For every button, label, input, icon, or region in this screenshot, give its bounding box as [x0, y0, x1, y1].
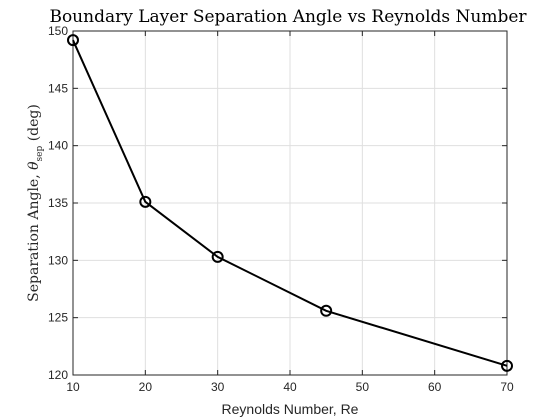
x-tick-label: 70 — [500, 380, 514, 394]
data-point — [67, 34, 79, 47]
y-tick-label: 130 — [48, 253, 68, 267]
y-axis-label: Separation Angle, θsep (deg) — [26, 104, 45, 302]
chart-title: Boundary Layer Separation Angle vs Reyno… — [49, 7, 527, 27]
y-tick-label: 120 — [48, 368, 68, 382]
data-point — [320, 304, 333, 317]
y-tick-label: 135 — [48, 196, 68, 210]
y-tick-label: 125 — [48, 311, 68, 325]
x-tick-label: 60 — [428, 380, 442, 394]
y-axis-label-symbol: θ — [26, 161, 42, 170]
data-point — [211, 250, 224, 263]
y-axis-label-subscript: sep — [35, 146, 45, 162]
x-tick-label: 10 — [66, 380, 80, 394]
ticks: 10 20 30 40 50 60 70 120 125 130 135 140 145 150 — [48, 24, 514, 394]
series — [67, 34, 513, 372]
y-axis-label-prefix: Separation Angle, — [26, 170, 42, 302]
y-tick-label: 140 — [48, 139, 68, 153]
x-axis-label: Reynolds Number, Re — [222, 401, 359, 417]
x-tick-label: 20 — [139, 380, 153, 394]
y-axis-label-suffix: (deg) — [26, 104, 42, 146]
y-tick-label: 150 — [48, 24, 68, 38]
grid — [72, 30, 508, 376]
y-tick-label: 145 — [48, 81, 68, 95]
x-tick-label: 50 — [356, 380, 370, 394]
data-point — [501, 359, 513, 372]
data-point — [139, 195, 152, 208]
x-tick-label: 30 — [211, 380, 225, 394]
x-tick-label: 40 — [283, 380, 297, 394]
series-line — [72, 39, 508, 367]
